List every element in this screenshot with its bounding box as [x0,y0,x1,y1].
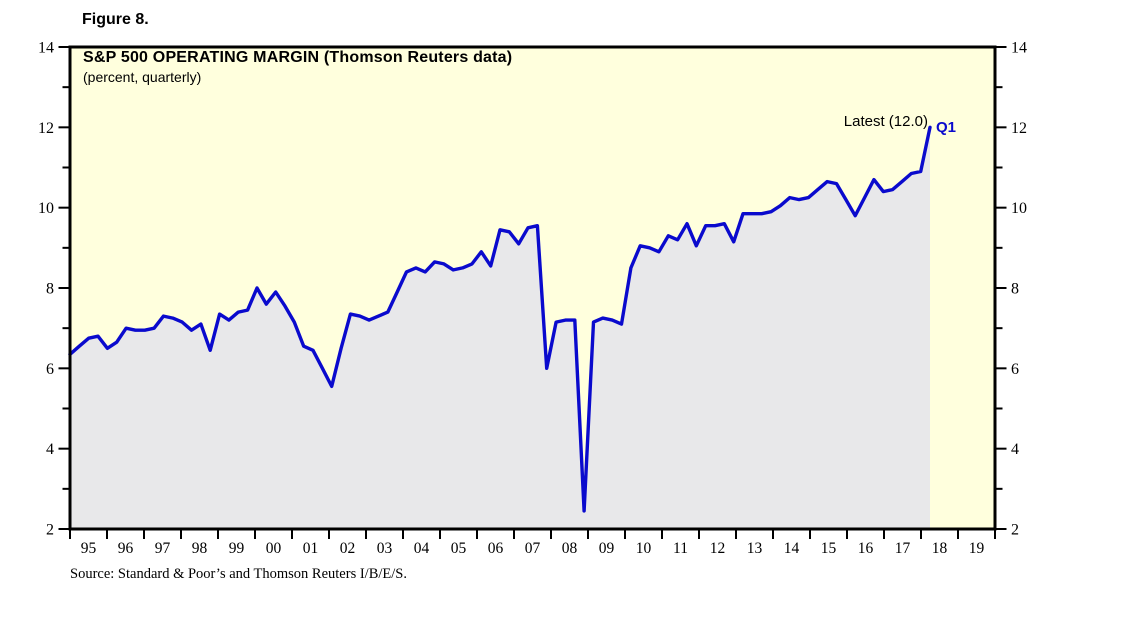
x-axis-year-label: 15 [821,540,837,557]
x-axis-year-label: 13 [747,540,763,557]
area-fill [70,127,930,530]
x-axis-year-label: 09 [599,540,615,557]
x-axis-year-label: 05 [451,540,467,557]
figure-label: Figure 8. [82,11,149,28]
source-note: Source: Standard & Poor’s and Thomson Re… [70,566,407,582]
x-axis-year-label: 02 [340,540,356,557]
y-axis-label-left: 8 [46,281,54,298]
x-axis-year-label: 03 [377,540,393,557]
y-axis-label-left: 4 [46,441,54,458]
x-axis-year-label: 08 [562,540,578,557]
x-axis-year-label: 06 [488,540,504,557]
y-axis-label-right: 6 [1011,361,1019,378]
x-axis-year-label: 99 [229,540,245,557]
x-axis-year-label: 96 [118,540,134,557]
y-axis-label-right: 4 [1011,441,1019,458]
x-axis-year-label: 10 [636,540,652,557]
x-axis-year-label: 98 [192,540,208,557]
y-axis-label-left: 2 [46,522,54,539]
y-axis-label-left: 14 [38,40,54,57]
y-axis-label-right: 14 [1011,40,1027,57]
x-axis-year-label: 01 [303,540,319,557]
y-axis-label-right: 10 [1011,200,1027,217]
plot-frame [68,45,997,531]
x-axis-year-label: 95 [81,540,97,557]
x-axis-year-label: 16 [858,540,874,557]
y-axis-label-left: 12 [38,120,54,137]
latest-annotation: Latest (12.0) [843,113,928,130]
y-axis-label-right: 8 [1011,281,1019,298]
y-axis-label-right: 12 [1011,120,1027,137]
chart-title: S&P 500 OPERATING MARGIN (Thomson Reuter… [83,49,513,66]
x-axis-year-label: 97 [155,540,171,557]
chart-subtitle: (percent, quarterly) [83,69,202,85]
x-axis-year-label: 19 [969,540,985,557]
y-axis-label-right: 2 [1011,522,1019,539]
x-axis-year-label: 11 [673,540,688,557]
margin-line [68,125,932,513]
x-axis-year-label: 00 [266,540,282,557]
x-axis-year-label: 14 [784,540,800,557]
x-axis-year-label: 12 [710,540,726,557]
x-axis-year-label: 18 [932,540,948,557]
x-axis-year-label: 07 [525,540,541,557]
y-axis-label-left: 10 [38,200,54,217]
x-axis-year-label: 04 [414,540,430,557]
y-axis-label-left: 6 [46,361,54,378]
x-axis-year-label: 17 [895,540,911,557]
last-point-label: Q1 [936,119,957,136]
